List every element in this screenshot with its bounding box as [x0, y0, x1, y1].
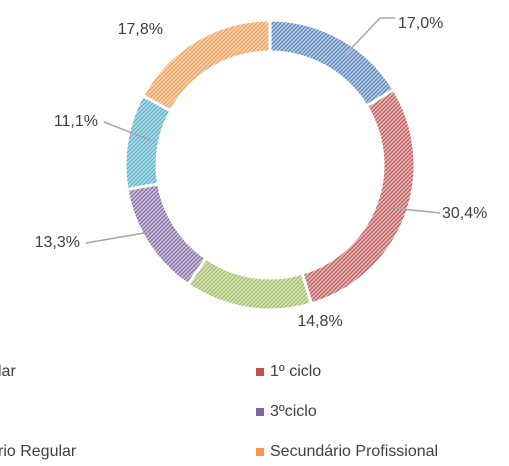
legend-label: 1º ciclo	[270, 363, 321, 380]
leader-line	[103, 121, 151, 141]
donut-slice	[268, 18, 396, 109]
donut-slice	[185, 256, 314, 312]
legend-label: Secundário Profissional	[270, 443, 438, 460]
data-label: 11,1%	[54, 113, 98, 130]
legend-label: rio Regular	[0, 443, 77, 460]
legend-label: lar	[0, 363, 16, 380]
data-label: 14,8%	[297, 313, 342, 330]
data-label: 30,4%	[442, 205, 487, 222]
leader-line	[85, 231, 151, 244]
data-label: 17,0%	[398, 15, 443, 32]
donut-slice	[140, 18, 272, 113]
legend-swatch	[256, 408, 264, 416]
legend-swatch	[256, 448, 264, 456]
legend-label: 3ºciclo	[270, 403, 317, 420]
donut-slice	[300, 87, 417, 306]
data-label: 13,3%	[35, 234, 80, 251]
leader-line	[391, 207, 441, 214]
data-label: 17,8%	[118, 21, 163, 38]
leader-line	[344, 17, 395, 56]
legend-swatch	[256, 368, 264, 376]
donut-slice	[123, 93, 173, 192]
